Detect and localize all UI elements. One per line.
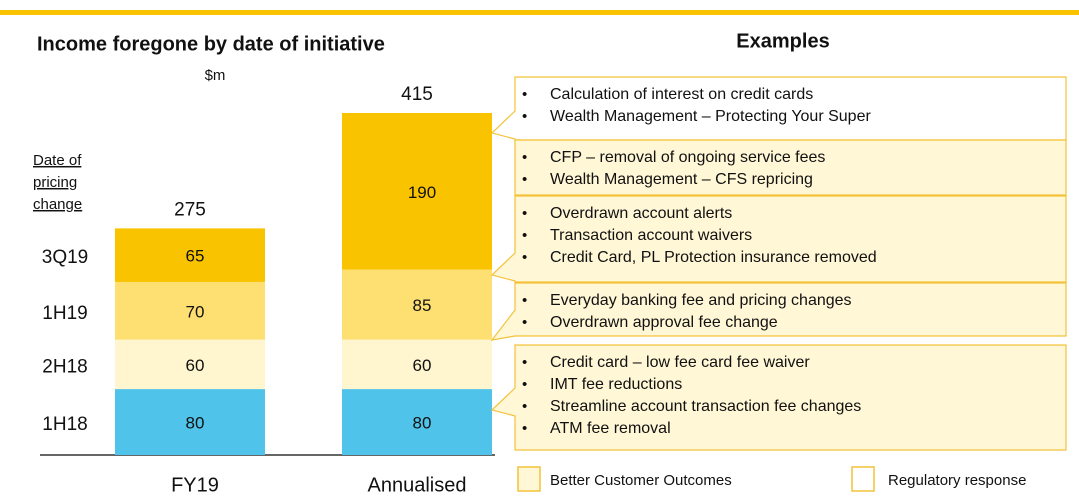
bullet: • — [522, 292, 527, 309]
bullet: • — [522, 108, 527, 125]
example-item: Credit card – low fee card fee waiver — [550, 354, 810, 371]
example-item: Overdrawn approval fee change — [550, 314, 778, 331]
bar-segment — [342, 339, 492, 390]
legend-label: Regulatory response — [888, 472, 1026, 489]
segment-label: 80 — [413, 414, 432, 433]
bullet: • — [522, 420, 527, 437]
chart-title: Income foregone by date of initiative — [37, 33, 385, 55]
example-item: Wealth Management – Protecting Your Supe… — [550, 108, 871, 125]
segment-label: 60 — [413, 356, 432, 375]
top-rule — [0, 10, 1079, 15]
row-header: change — [33, 196, 82, 213]
bar-segment — [115, 339, 265, 390]
segment-label: 60 — [186, 356, 205, 375]
segment-label: 65 — [186, 247, 205, 266]
legend-swatch — [517, 466, 541, 492]
row-label: 1H18 — [42, 414, 87, 435]
example-item: Credit Card, PL Protection insurance rem… — [550, 249, 877, 266]
bar-segment — [342, 269, 492, 340]
bullet: • — [522, 398, 527, 415]
example-item: IMT fee reductions — [550, 376, 682, 393]
total-label: 415 — [401, 84, 433, 105]
example-box — [490, 195, 1067, 283]
example-item: Wealth Management – CFS repricing — [550, 171, 813, 188]
bullet: • — [522, 149, 527, 166]
example-item: Everyday banking fee and pricing changes — [550, 292, 852, 309]
bullet: • — [522, 354, 527, 371]
example-item: Overdrawn account alerts — [550, 205, 732, 222]
bar-segment — [115, 281, 265, 340]
unit-label: $m — [205, 67, 226, 84]
example-box — [490, 282, 1067, 341]
bar-segment — [342, 389, 492, 455]
example-item: ATM fee removal — [550, 420, 671, 437]
bullet: • — [522, 171, 527, 188]
x-tick-label: Annualised — [368, 474, 467, 496]
segment-label: 190 — [408, 183, 436, 202]
row-label: 1H19 — [42, 303, 87, 324]
bar-segment — [342, 113, 492, 270]
bullet: • — [522, 227, 527, 244]
total-label: 275 — [174, 199, 206, 220]
example-item: Transaction account waivers — [550, 227, 752, 244]
bullet: • — [522, 376, 527, 393]
bar-segment — [115, 228, 265, 282]
example-item: CFP – removal of ongoing service fees — [550, 149, 825, 166]
example-box — [514, 139, 1067, 196]
bar-segment — [115, 389, 265, 455]
x-tick-label: FY19 — [171, 474, 219, 496]
bullet: • — [522, 205, 527, 222]
examples-title: Examples — [736, 30, 829, 52]
bullet: • — [522, 314, 527, 331]
segment-label: 85 — [413, 296, 432, 315]
example-item: Streamline account transaction fee chang… — [550, 398, 861, 415]
bullet: • — [522, 249, 527, 266]
row-label: 3Q19 — [42, 247, 88, 268]
segment-label: 70 — [186, 302, 205, 321]
legend-label: Better Customer Outcomes — [550, 472, 732, 489]
example-item: Calculation of interest on credit cards — [550, 86, 813, 103]
bullet: • — [522, 86, 527, 103]
example-box — [490, 344, 1067, 451]
segment-label: 80 — [186, 414, 205, 433]
row-header: pricing — [33, 174, 77, 191]
row-header: Date of — [33, 152, 82, 169]
row-label: 2H18 — [42, 356, 87, 377]
legend-swatch — [851, 466, 875, 492]
